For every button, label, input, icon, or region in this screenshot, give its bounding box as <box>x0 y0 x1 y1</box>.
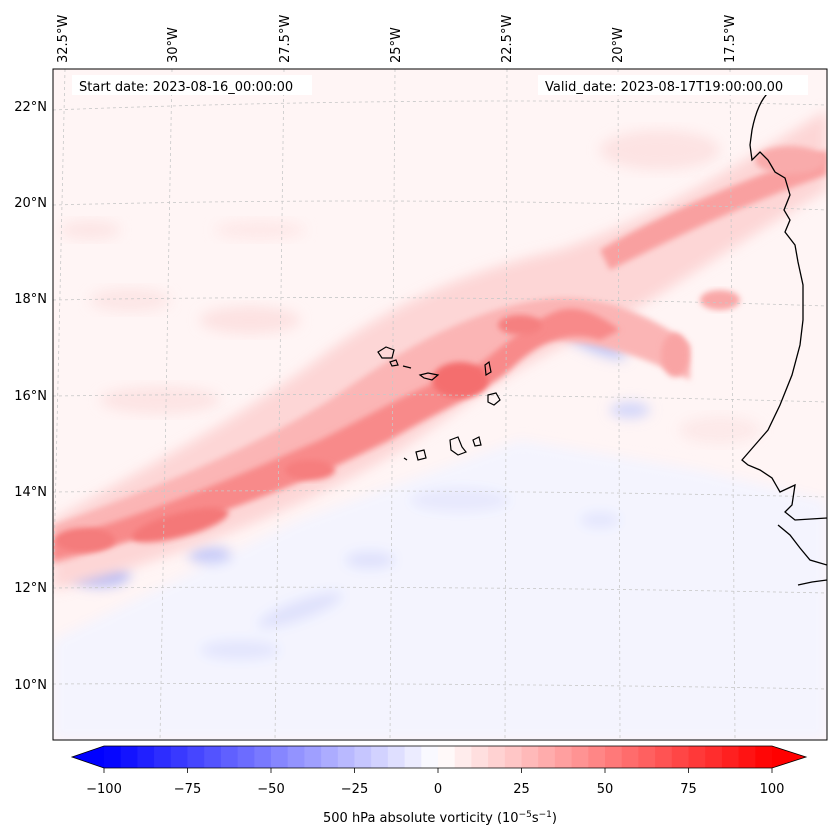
colorbar-cell <box>538 746 556 768</box>
colorbar-cell <box>104 746 122 768</box>
colorbar-cell <box>321 746 339 768</box>
colorbar-cell <box>271 746 289 768</box>
lon-label: 32.5°W <box>56 15 71 63</box>
colorbar-tick-label: 50 <box>597 782 614 797</box>
colorbar-extend-high <box>772 746 806 768</box>
colorbar-cells <box>104 746 773 768</box>
colorbar-cell <box>304 746 322 768</box>
lat-label: 12°N <box>14 581 47 596</box>
lon-label: 20°W <box>611 27 626 63</box>
colorbar-tick-label: 75 <box>680 782 697 797</box>
colorbar-cell <box>137 746 155 768</box>
lon-label: 22.5°W <box>500 15 515 63</box>
lat-label: 16°N <box>14 389 47 404</box>
lat-label: 18°N <box>14 292 47 307</box>
colorbar-label: 500 hPa absolute vorticity (10−5s−1) <box>323 810 557 826</box>
colorbar-cell <box>755 746 773 768</box>
colorbar-cell <box>154 746 172 768</box>
colorbar-cell <box>337 746 356 768</box>
lat-label: 22°N <box>14 100 47 115</box>
colorbar-cell <box>220 746 239 768</box>
colorbar-cell <box>204 746 222 768</box>
colorbar-cell <box>521 746 539 768</box>
colorbar-cell <box>438 746 456 768</box>
colorbar-cell <box>605 746 623 768</box>
colorbar-ticks: −100 −75 −50 −25 0 25 50 75 100 <box>86 768 784 797</box>
colorbar-cell <box>688 746 706 768</box>
lon-axis-labels: 32.5°W 30°W 27.5°W 25°W 22.5°W 20°W 17.5… <box>56 15 738 63</box>
valid-date-box <box>538 75 808 95</box>
colorbar-cell <box>721 746 740 768</box>
start-date-label: Start date: 2023-08-16_00:00:00 <box>79 80 293 95</box>
colorbar-cell <box>588 746 606 768</box>
colorbar-cell <box>638 746 656 768</box>
lat-label: 10°N <box>14 678 47 693</box>
colorbar-cell <box>421 746 439 768</box>
colorbar-cell <box>187 746 205 768</box>
valid-date-label: Valid_date: 2023-08-17T19:00:00.00 <box>545 80 783 95</box>
colorbar-cell <box>170 746 189 768</box>
coastline <box>741 91 827 586</box>
colorbar-extend-low <box>72 746 104 768</box>
colorbar-cell <box>371 746 389 768</box>
colorbar-cell <box>237 746 255 768</box>
colorbar-cell <box>254 746 272 768</box>
colorbar-cell <box>488 746 506 768</box>
colorbar-cell <box>504 746 523 768</box>
colorbar-cell <box>387 746 406 768</box>
colorbar-cell <box>454 746 472 768</box>
colorbar-cell <box>554 746 573 768</box>
colorbar-cell <box>671 746 690 768</box>
lon-label: 30°W <box>166 27 181 63</box>
graticule <box>53 69 827 740</box>
lat-label: 20°N <box>14 196 47 211</box>
colorbar-cell <box>571 746 589 768</box>
colorbar-tick-label: −100 <box>86 782 122 797</box>
lon-label: 17.5°W <box>723 15 738 63</box>
colorbar: −100 −75 −50 −25 0 25 50 75 100 500 hPa … <box>70 745 808 826</box>
colorbar-cell <box>120 746 138 768</box>
lon-label: 25°W <box>389 27 404 63</box>
start-date-box <box>72 75 312 95</box>
islands <box>377 346 501 461</box>
colorbar-cell <box>404 746 422 768</box>
colorbar-tick-label: 100 <box>760 782 785 797</box>
colorbar-tick-label: −50 <box>257 782 284 797</box>
colorbar-cell <box>287 746 305 768</box>
lon-label: 27.5°W <box>278 15 293 63</box>
lat-label: 14°N <box>14 485 47 500</box>
colorbar-tick-label: 0 <box>434 782 442 797</box>
colorbar-tick-label: −75 <box>174 782 201 797</box>
colorbar-tick-label: −25 <box>341 782 368 797</box>
map-panel: Start date: 2023-08-16_00:00:00 Valid_da… <box>52 68 828 741</box>
colorbar-cell <box>705 746 723 768</box>
vorticity-field-positive <box>53 110 827 590</box>
colorbar-cell <box>471 746 489 768</box>
colorbar-cell <box>621 746 639 768</box>
colorbar-cell <box>354 746 372 768</box>
colorbar-cell <box>655 746 673 768</box>
map-frame <box>52 68 828 741</box>
lat-axis-labels: 22°N 20°N 18°N 16°N 14°N 12°N 10°N <box>14 100 47 693</box>
colorbar-tick-label: 25 <box>513 782 530 797</box>
colorbar-cell <box>738 746 756 768</box>
